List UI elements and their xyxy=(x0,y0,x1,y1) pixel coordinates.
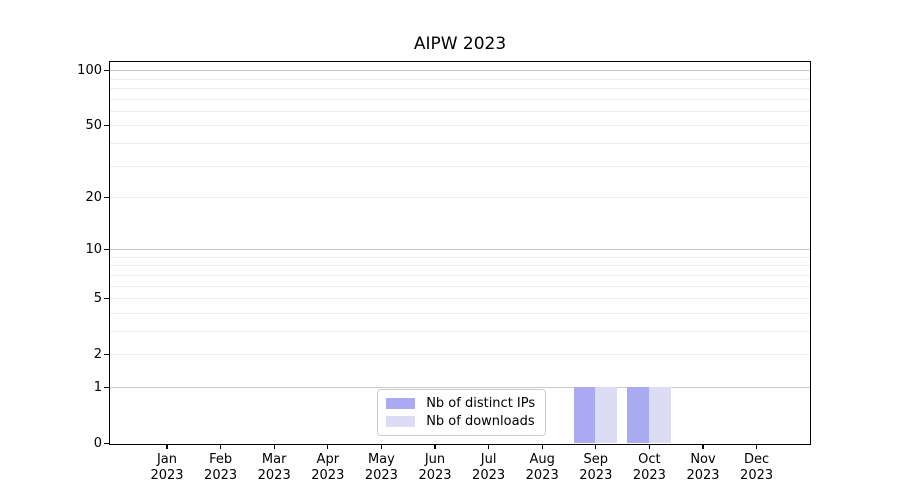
x-tick-label: Feb 2023 xyxy=(191,452,251,483)
x-tick-month: Apr xyxy=(316,452,340,467)
bar-distinct-ips xyxy=(573,386,596,443)
y-tick-label: 100 xyxy=(77,62,102,78)
x-tick-month: Jul xyxy=(480,452,497,467)
gridline-minor xyxy=(109,197,811,199)
gridline-minor xyxy=(109,78,811,80)
x-tick-label: May 2023 xyxy=(351,452,411,483)
x-tick xyxy=(595,444,597,449)
x-tick xyxy=(541,444,543,449)
legend-swatch-downloads xyxy=(386,415,416,427)
gridline-minor xyxy=(109,110,811,112)
x-tick xyxy=(273,444,275,449)
plot-area: Nb of distinct IPs Nb of downloads xyxy=(108,60,812,445)
y-tick xyxy=(104,248,110,251)
gridline-minor xyxy=(109,256,811,258)
gridline-minor xyxy=(109,143,811,144)
x-tick-month: Jun xyxy=(424,452,446,467)
gridline-minor xyxy=(109,275,811,276)
gridline-minor xyxy=(109,165,811,167)
gridline-major xyxy=(109,70,811,72)
x-tick-month: Nov xyxy=(690,452,716,467)
y-tick-label: 2 xyxy=(93,347,102,363)
x-tick-label: Jan 2023 xyxy=(137,452,197,483)
gridline-minor xyxy=(109,285,811,287)
y-tick-label: 20 xyxy=(85,189,102,205)
y-tick xyxy=(104,196,110,198)
x-tick-month: Dec xyxy=(744,452,770,467)
x-tick-year: 2023 xyxy=(740,467,774,483)
y-tick xyxy=(104,69,110,72)
y-tick xyxy=(104,125,110,127)
x-tick-year: 2023 xyxy=(632,467,666,483)
x-tick-month: Feb xyxy=(209,452,233,467)
x-tick-year: 2023 xyxy=(686,467,720,483)
gridline-minor xyxy=(109,298,811,300)
bar-downloads xyxy=(595,386,618,443)
x-tick xyxy=(327,444,329,449)
x-tick-month: May xyxy=(367,452,395,467)
legend: Nb of distinct IPs Nb of downloads xyxy=(377,388,547,436)
x-tick xyxy=(434,444,436,449)
y-tick-label: 5 xyxy=(93,291,102,307)
y-tick-label: 0 xyxy=(93,435,102,451)
y-tick-label: 10 xyxy=(85,242,102,258)
legend-item-downloads: Nb of downloads xyxy=(386,413,537,430)
y-tick xyxy=(104,442,110,444)
x-tick-month: Mar xyxy=(261,452,287,467)
legend-label-distinct-ips: Nb of distinct IPs xyxy=(426,395,536,411)
x-tick-label: Apr 2023 xyxy=(298,452,358,483)
x-tick-year: 2023 xyxy=(257,467,291,483)
x-tick-label: Aug 2023 xyxy=(512,452,572,483)
y-tick-label: 50 xyxy=(85,118,102,134)
x-tick-year: 2023 xyxy=(525,467,559,483)
x-tick-label: Jul 2023 xyxy=(459,452,519,483)
x-tick-label: Dec 2023 xyxy=(727,452,787,483)
gridline-minor xyxy=(109,331,811,332)
y-tick xyxy=(104,386,110,388)
x-tick xyxy=(755,444,758,449)
x-tick-label: Sep 2023 xyxy=(566,452,626,483)
gridline-major xyxy=(109,386,811,388)
x-tick-year: 2023 xyxy=(364,467,398,483)
x-tick xyxy=(219,444,222,449)
y-tick xyxy=(104,297,110,300)
x-tick-year: 2023 xyxy=(418,467,452,483)
gridline-minor xyxy=(109,125,811,127)
legend-label-downloads: Nb of downloads xyxy=(426,413,535,429)
x-tick xyxy=(380,444,383,449)
gridline-major xyxy=(109,249,811,251)
bar-distinct-ips xyxy=(627,386,650,443)
y-tick-label: 1 xyxy=(93,379,102,395)
x-tick xyxy=(487,444,490,449)
legend-swatch-distinct-ips xyxy=(386,397,416,409)
x-tick-month: Sep xyxy=(583,452,609,467)
x-tick-label: Nov 2023 xyxy=(673,452,733,483)
gridline-minor xyxy=(109,354,811,356)
x-tick-month: Oct xyxy=(638,452,661,467)
x-tick-year: 2023 xyxy=(311,467,345,483)
legend-item-distinct-ips: Nb of distinct IPs xyxy=(386,395,537,412)
bar-downloads xyxy=(649,386,671,443)
x-tick-year: 2023 xyxy=(472,467,506,483)
x-tick xyxy=(702,444,704,449)
gridline-minor xyxy=(109,312,811,314)
x-tick-label: Mar 2023 xyxy=(244,452,304,483)
x-tick-year: 2023 xyxy=(579,467,613,483)
x-tick-year: 2023 xyxy=(150,467,184,483)
gridline-minor xyxy=(109,265,811,267)
x-tick-month: Aug xyxy=(529,452,555,467)
x-tick-year: 2023 xyxy=(204,467,238,483)
x-tick-label: Oct 2023 xyxy=(619,452,679,483)
gridline-minor xyxy=(109,98,811,100)
gridline-minor xyxy=(109,88,811,89)
x-tick xyxy=(166,444,168,449)
x-tick-month: Jan xyxy=(156,452,178,467)
y-tick xyxy=(104,353,110,356)
chart-title: AIPW 2023 xyxy=(413,34,507,54)
x-tick xyxy=(648,444,651,449)
x-tick-label: Jun 2023 xyxy=(405,452,465,483)
